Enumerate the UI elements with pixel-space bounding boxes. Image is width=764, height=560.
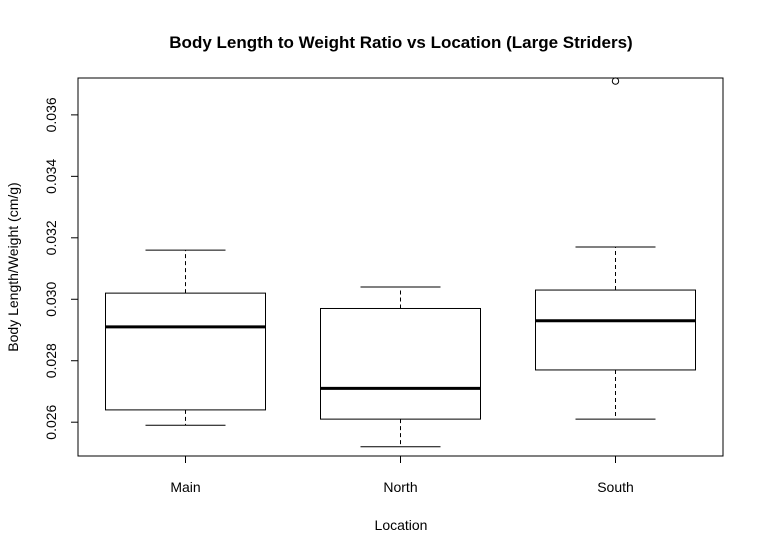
x-axis-label: Location	[375, 517, 428, 533]
y-tick-label: 0.034	[43, 159, 59, 194]
y-tick-label: 0.036	[43, 97, 59, 132]
y-axis-label: Body Length/Weight (cm/g)	[5, 182, 21, 351]
iqr-box	[105, 292, 266, 411]
box-main	[105, 249, 266, 426]
y-tick-label: 0.030	[43, 282, 59, 317]
iqr-box	[535, 289, 696, 371]
y-axis: 0.026 0.028 0.030 0.032 0.034 0.036	[43, 97, 79, 440]
outlier-point	[611, 77, 620, 85]
box-series	[105, 77, 696, 448]
x-tick-label: Main	[170, 479, 200, 495]
y-tick-label: 0.028	[43, 343, 59, 378]
box-north	[320, 286, 481, 448]
box-south	[535, 77, 696, 420]
x-tick-label: North	[383, 479, 417, 495]
chart-title: Body Length to Weight Ratio vs Location …	[169, 33, 632, 52]
y-tick-label: 0.026	[43, 404, 59, 439]
x-axis: Main North South	[170, 455, 634, 495]
y-tick-label: 0.032	[43, 220, 59, 255]
iqr-box	[320, 307, 481, 420]
x-tick-label: South	[597, 479, 634, 495]
